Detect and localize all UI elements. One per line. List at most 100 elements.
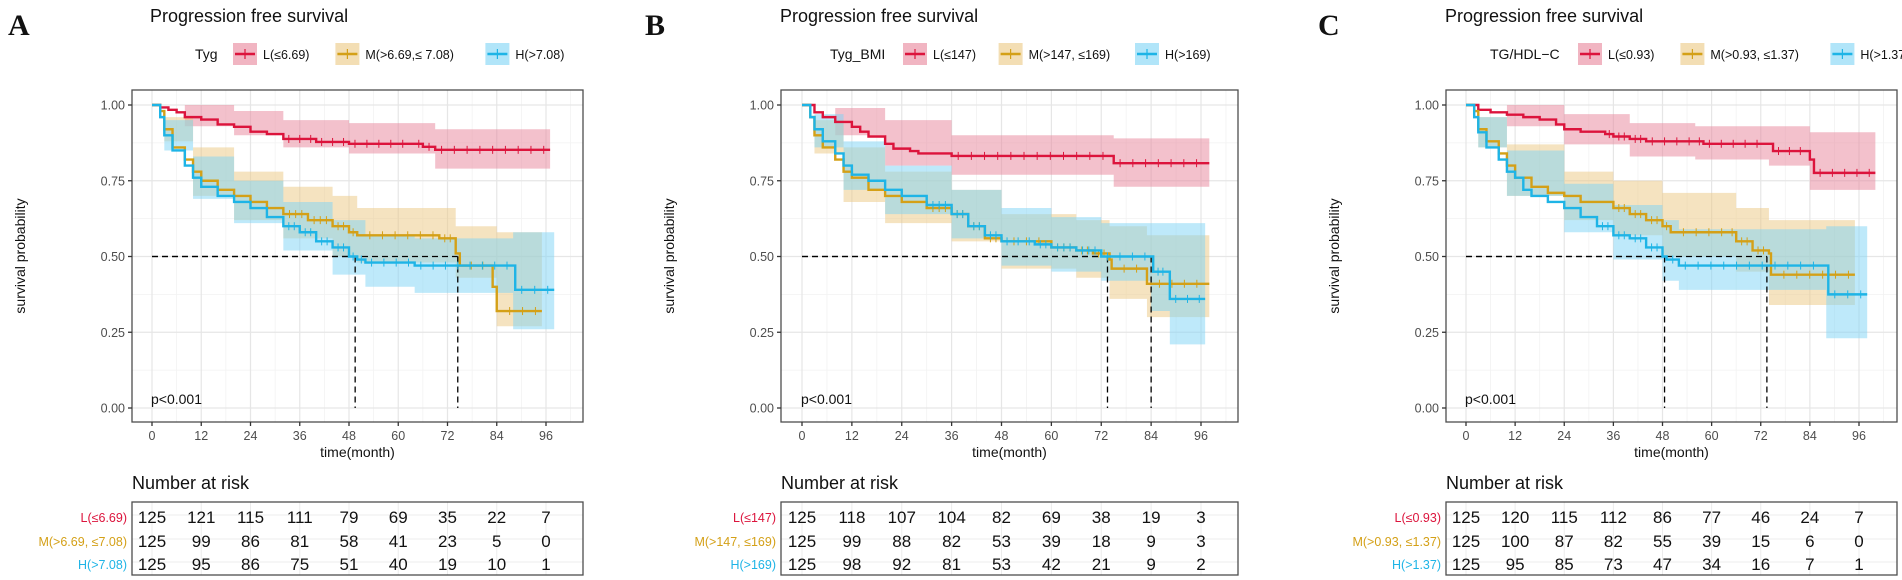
plot-area: p<0.001 bbox=[131, 89, 584, 423]
panel-A: A Progression free survival Tyg L(≤6.69) M(>… bbox=[8, 6, 584, 576]
x-tick-label: 60 bbox=[1044, 429, 1058, 443]
risk-row-label: M(>6.69, ≤7.08) bbox=[38, 535, 127, 549]
risk-value: 51 bbox=[340, 555, 359, 574]
y-tick-label: 0.75 bbox=[1415, 174, 1439, 188]
risk-value: 21 bbox=[1092, 555, 1111, 574]
risk-value: 69 bbox=[1042, 508, 1061, 527]
legend-label: H(>1.37) bbox=[1860, 48, 1902, 62]
risk-value: 115 bbox=[237, 508, 264, 527]
risk-value: 88 bbox=[892, 532, 911, 551]
risk-value: 7 bbox=[541, 508, 550, 527]
y-tick-label: 0.50 bbox=[750, 250, 774, 264]
risk-value: 100 bbox=[1501, 532, 1529, 551]
x-tick-label: 84 bbox=[1803, 429, 1817, 443]
risk-row-label: L(≤6.69) bbox=[81, 511, 127, 525]
panel-B: B Progression free survival Tyg_BMI L(≤147)… bbox=[645, 6, 1239, 576]
risk-table-frame bbox=[1445, 501, 1898, 576]
legend-title: TG/HDL−C bbox=[1490, 46, 1560, 62]
panel-C: C Progression free survival TG/HDL−C L(≤0.9… bbox=[1318, 6, 1902, 576]
x-tick-label: 72 bbox=[441, 429, 455, 443]
y-tick-label: 0.25 bbox=[750, 326, 774, 340]
x-tick-label: 36 bbox=[945, 429, 959, 443]
x-tick-label: 60 bbox=[1705, 429, 1719, 443]
risk-value: 18 bbox=[1092, 532, 1111, 551]
risk-value: 9 bbox=[1146, 532, 1155, 551]
survival-curve-0 bbox=[802, 103, 1210, 165]
risk-value: 95 bbox=[1506, 555, 1525, 574]
risk-value: 77 bbox=[1702, 508, 1721, 527]
legend-title: Tyg_BMI bbox=[830, 46, 885, 62]
x-tick-label: 0 bbox=[149, 429, 156, 443]
legend-item: M(>6.69,≤ 7.08) bbox=[335, 43, 454, 65]
legend-item: L(≤0.93) bbox=[1578, 43, 1654, 65]
survival-curve-0 bbox=[1466, 103, 1876, 175]
risk-row-label: H(>1.37) bbox=[1392, 558, 1441, 572]
risk-value: 41 bbox=[389, 532, 408, 551]
y-tick-label: 0.00 bbox=[1415, 402, 1439, 416]
risk-value: 125 bbox=[138, 555, 166, 574]
x-axis-title: time(month) bbox=[1634, 444, 1709, 460]
x-tick-label: 96 bbox=[1852, 429, 1866, 443]
x-axis-title: time(month) bbox=[320, 444, 395, 460]
risk-table-title: Number at risk bbox=[781, 473, 899, 493]
risk-row-label: M(>147, ≤169) bbox=[694, 535, 776, 549]
legend-title: Tyg bbox=[195, 46, 218, 62]
risk-value: 112 bbox=[1600, 508, 1627, 527]
ci-ribbon-0 bbox=[152, 105, 551, 169]
x-tick-label: 48 bbox=[995, 429, 1009, 443]
plot-area: p<0.001 bbox=[1445, 89, 1898, 423]
legend-label: M(>147, ≤169) bbox=[1029, 48, 1111, 62]
legend-label: H(>7.08) bbox=[515, 48, 564, 62]
x-tick-label: 60 bbox=[391, 429, 405, 443]
risk-value: 58 bbox=[340, 532, 359, 551]
risk-value: 82 bbox=[992, 508, 1011, 527]
legend-label: M(>0.93, ≤1.37) bbox=[1710, 48, 1799, 62]
risk-value: 15 bbox=[1751, 532, 1770, 551]
risk-value: 9 bbox=[1146, 555, 1155, 574]
survival-curve-2 bbox=[1466, 103, 1868, 296]
risk-value: 98 bbox=[842, 555, 861, 574]
risk-value: 7 bbox=[1854, 508, 1863, 527]
risk-value: 73 bbox=[1604, 555, 1623, 574]
risk-value: 82 bbox=[942, 532, 961, 551]
risk-value: 125 bbox=[788, 532, 816, 551]
risk-value: 47 bbox=[1653, 555, 1672, 574]
panel-letter: A bbox=[8, 9, 30, 42]
ci-ribbon-2 bbox=[152, 105, 555, 330]
x-tick-label: 84 bbox=[490, 429, 504, 443]
risk-value: 0 bbox=[1854, 532, 1863, 551]
legend-label: L(≤0.93) bbox=[1608, 48, 1654, 62]
y-tick-label: 1.00 bbox=[750, 99, 774, 113]
ci-ribbon-0 bbox=[802, 105, 1210, 187]
chart-title: Progression free survival bbox=[1445, 6, 1643, 26]
plot-area: p<0.001 bbox=[780, 89, 1239, 423]
x-tick-label: 36 bbox=[1606, 429, 1620, 443]
risk-value: 46 bbox=[1751, 508, 1770, 527]
risk-value: 5 bbox=[492, 532, 501, 551]
x-tick-label: 72 bbox=[1754, 429, 1768, 443]
risk-value: 69 bbox=[389, 508, 408, 527]
risk-table-frame bbox=[780, 501, 1239, 576]
y-tick-label: 0.25 bbox=[1415, 326, 1439, 340]
risk-row-label: H(>169) bbox=[730, 558, 776, 572]
legend-label: H(>169) bbox=[1165, 48, 1211, 62]
risk-value: 120 bbox=[1501, 508, 1529, 527]
legend: Tyg L(≤6.69) M(>6.69,≤ 7.08) H(>7.08) bbox=[195, 43, 564, 65]
risk-value: 23 bbox=[438, 532, 457, 551]
risk-value: 2 bbox=[1196, 555, 1205, 574]
risk-value: 39 bbox=[1702, 532, 1721, 551]
legend-label: M(>6.69,≤ 7.08) bbox=[365, 48, 454, 62]
risk-value: 1 bbox=[541, 555, 550, 574]
risk-value: 107 bbox=[888, 508, 916, 527]
legend: Tyg_BMI L(≤147) M(>147, ≤169) H(>169) bbox=[830, 43, 1211, 65]
panel-letter: C bbox=[1318, 9, 1340, 42]
survival-curve-1 bbox=[152, 103, 542, 313]
risk-value: 53 bbox=[992, 532, 1011, 551]
chart-title: Progression free survival bbox=[780, 6, 978, 26]
y-axis-title: survival probability bbox=[12, 198, 28, 313]
risk-value: 1 bbox=[1854, 555, 1863, 574]
risk-value: 53 bbox=[992, 555, 1011, 574]
risk-table-title: Number at risk bbox=[132, 473, 250, 493]
risk-value: 7 bbox=[1805, 555, 1814, 574]
